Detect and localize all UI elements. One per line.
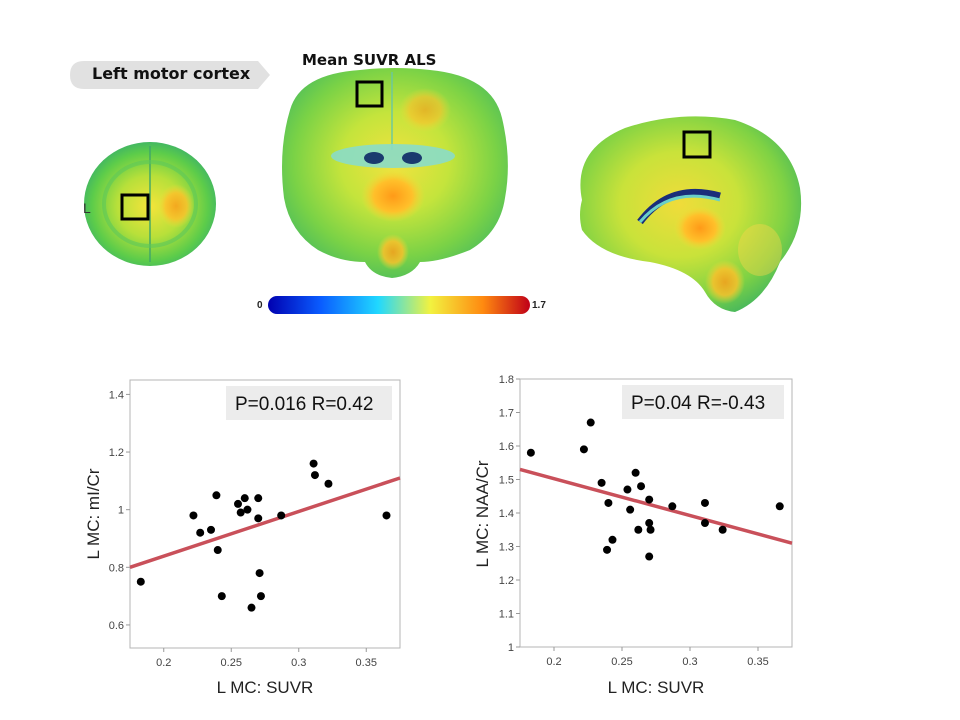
data-point bbox=[645, 552, 654, 561]
data-point bbox=[309, 459, 318, 468]
y-tick-label: 1.7 bbox=[499, 408, 514, 420]
data-point bbox=[240, 494, 249, 503]
y-axis-title: L MC: mI/Cr bbox=[84, 468, 103, 559]
regression-line bbox=[129, 476, 401, 569]
stats-box bbox=[622, 385, 784, 419]
hemisphere-label: L bbox=[83, 200, 91, 216]
x-tick-label: 0.35 bbox=[747, 656, 768, 668]
data-point bbox=[189, 511, 198, 520]
y-tick-label: 1 bbox=[508, 642, 514, 654]
data-point bbox=[604, 498, 613, 507]
y-tick-label: 1.4 bbox=[499, 508, 514, 520]
data-point bbox=[626, 505, 635, 514]
data-point bbox=[254, 514, 263, 523]
y-tick-label: 0.8 bbox=[109, 562, 124, 574]
data-point bbox=[310, 471, 319, 480]
data-point bbox=[255, 569, 264, 578]
x-axis-title: L MC: SUVR bbox=[608, 678, 705, 697]
data-point bbox=[597, 478, 606, 487]
axial-slice bbox=[84, 142, 216, 266]
data-point bbox=[579, 445, 588, 454]
y-tick-label: 1.6 bbox=[499, 441, 514, 453]
region-label: Left motor cortex bbox=[92, 64, 251, 83]
data-point bbox=[247, 603, 256, 612]
y-axis-title: L MC: NAA/Cr bbox=[473, 460, 492, 567]
data-point bbox=[212, 491, 221, 500]
data-point bbox=[234, 499, 242, 508]
y-tick-label: 0.6 bbox=[109, 620, 124, 632]
data-point bbox=[645, 519, 654, 528]
y-tick-label: 1 bbox=[118, 505, 124, 517]
stats-annotation: P=0.016 R=0.42 bbox=[235, 394, 373, 415]
data-point bbox=[217, 592, 226, 601]
data-point bbox=[634, 525, 643, 534]
x-tick-label: 0.25 bbox=[611, 656, 632, 668]
data-point bbox=[645, 495, 654, 504]
data-point bbox=[631, 468, 640, 477]
plot-frame bbox=[519, 378, 793, 648]
data-point bbox=[207, 525, 215, 534]
data-point bbox=[196, 528, 205, 537]
data-point bbox=[277, 511, 286, 520]
roi-box-coronal bbox=[355, 80, 384, 108]
colorbar-min-label: 0 bbox=[257, 300, 263, 311]
roi-box-sagittal bbox=[682, 130, 712, 159]
stats-annotation: P=0.04 R=-0.43 bbox=[631, 393, 765, 414]
data-point bbox=[700, 498, 709, 507]
y-tick-label: 1.2 bbox=[499, 575, 514, 587]
y-tick-label: 1.8 bbox=[499, 374, 514, 386]
coronal-slice bbox=[282, 68, 508, 278]
data-point bbox=[254, 494, 263, 503]
data-point bbox=[646, 525, 655, 534]
data-point bbox=[603, 545, 612, 554]
y-tick-label: 1.4 bbox=[109, 389, 124, 401]
region-pill bbox=[70, 61, 270, 89]
data-point bbox=[243, 505, 252, 514]
data-point bbox=[623, 485, 632, 494]
x-tick-label: 0.2 bbox=[156, 657, 171, 669]
colorbar-max-label: 1.7 bbox=[532, 300, 546, 311]
x-axis-title: L MC: SUVR bbox=[217, 678, 314, 697]
x-tick-label: 0.3 bbox=[682, 656, 697, 668]
regression-line bbox=[519, 467, 793, 545]
data-point bbox=[700, 519, 709, 528]
data-point bbox=[236, 508, 245, 517]
data-point bbox=[526, 448, 535, 457]
data-point bbox=[324, 479, 333, 488]
y-tick-label: 1.2 bbox=[109, 447, 124, 459]
sagittal-slice bbox=[580, 116, 802, 312]
brain-title: Mean SUVR ALS bbox=[302, 51, 437, 69]
y-tick-label: 1.3 bbox=[499, 542, 514, 554]
data-point bbox=[775, 502, 784, 511]
y-tick-label: 1.1 bbox=[499, 609, 514, 621]
plot-frame bbox=[129, 379, 401, 649]
data-point bbox=[136, 577, 145, 586]
data-point bbox=[213, 546, 222, 555]
data-point bbox=[382, 511, 391, 520]
x-tick-label: 0.2 bbox=[546, 656, 561, 668]
x-tick-label: 0.3 bbox=[291, 657, 306, 669]
x-tick-label: 0.35 bbox=[356, 657, 377, 669]
data-point bbox=[256, 592, 265, 601]
data-point bbox=[718, 525, 727, 534]
data-point bbox=[586, 418, 595, 427]
roi-box-axial bbox=[120, 193, 150, 221]
stats-box bbox=[226, 386, 392, 420]
data-point bbox=[637, 482, 646, 491]
data-point bbox=[608, 535, 617, 544]
y-tick-label: 1.5 bbox=[499, 475, 514, 487]
colorbar bbox=[268, 296, 530, 314]
data-point bbox=[668, 502, 677, 511]
x-tick-label: 0.25 bbox=[221, 657, 242, 669]
